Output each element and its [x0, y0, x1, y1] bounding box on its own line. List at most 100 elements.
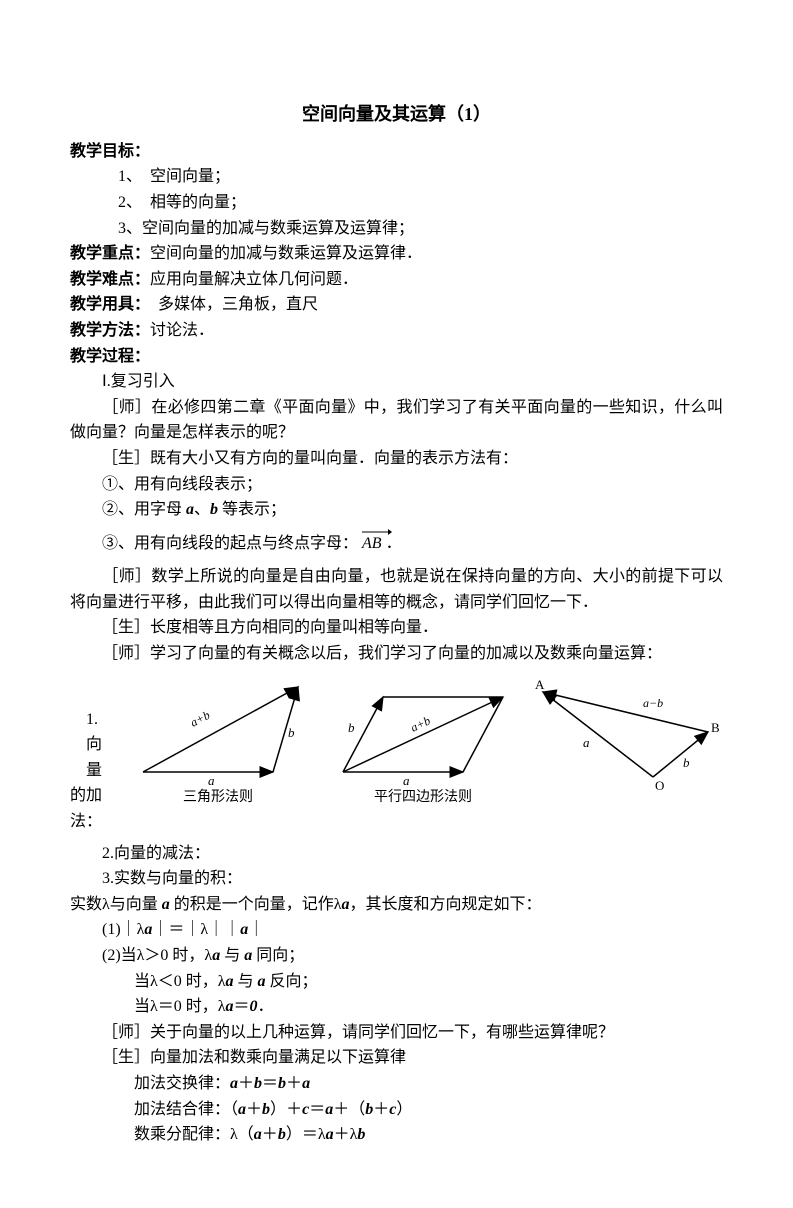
student-equal: ［生］长度相等且方向相同的向量叫相等向量． — [70, 615, 723, 641]
vector-a: a — [240, 921, 248, 938]
page-title: 空间向量及其运算（1） — [70, 100, 723, 129]
teacher-ops: ［师］学习了向量的有关概念以后，我们学习了向量的加减以及数乘向量运算： — [70, 641, 723, 667]
objectives-block: 教学目标： 1、 空间向量； 2、 相等的向量； 3、空间向量的加减与数乘运算及… — [70, 139, 723, 241]
method-label: 教学方法： — [70, 322, 150, 339]
law-dist-label: 数乘分配律： — [134, 1126, 230, 1143]
rep3-a: ③、用有向线段的起点与终点字母： — [102, 535, 358, 552]
sr1b: ｜＝｜λ｜｜ — [152, 921, 240, 938]
scalar-intro-a: 实数λ与向量 — [70, 896, 162, 913]
law-associative: 加法结合律：（a＋b）＋c＝a＋（b＋c） — [70, 1097, 723, 1123]
method-row: 教学方法：讨论法． — [70, 318, 723, 344]
subtraction-label: 2.向量的减法： — [70, 841, 723, 867]
plus: ＋ — [238, 1075, 254, 1092]
va: a — [254, 1126, 262, 1143]
eq: ＝ — [262, 1075, 278, 1092]
lp: （ — [230, 1101, 238, 1118]
representation-2: ②、用字母 a、b 等表示； — [70, 497, 723, 523]
label-diff: a−b — [643, 696, 663, 710]
plus: ＋ — [246, 1101, 262, 1118]
rep3-end: ． — [386, 535, 402, 552]
label-sum: a+b — [188, 708, 212, 730]
law-commutative: 加法交换律：a＋b＝b＋a — [70, 1071, 723, 1097]
label-a: a — [403, 773, 410, 787]
lambda: λ — [350, 1126, 358, 1143]
student-laws-lead: ［生］向量加法和数乘向量满足以下运算律 — [70, 1045, 723, 1071]
objective-item: 1、 空间向量； — [70, 164, 723, 190]
label-a: a — [583, 735, 590, 750]
scalar-intro: 实数λ与向量 a 的积是一个向量，记作λa，其长度和方向规定如下： — [70, 892, 723, 918]
difficulty-text: 应用向量解决立体几何问题． — [150, 271, 358, 288]
vector-a: a — [342, 896, 350, 913]
sr2bc: 反向； — [266, 973, 318, 990]
keypoint-label: 教学重点： — [70, 245, 150, 262]
label-b: b — [348, 720, 355, 735]
lp: （ — [238, 1126, 254, 1143]
plus: ＋ — [334, 1126, 350, 1143]
objectives-label: 教学目标： — [70, 143, 150, 160]
vb: b — [357, 1126, 365, 1143]
lambda: λ — [230, 1126, 238, 1143]
rp: ） — [286, 1126, 302, 1143]
sr2cb: ＝ — [234, 998, 250, 1015]
rep2-a: ②、用字母 — [102, 501, 186, 518]
triangle-rule-figure: a b a+b 三角形法则 — [123, 677, 313, 809]
triangle-caption: 三角形法则 — [123, 787, 313, 809]
label-O: O — [655, 778, 664, 793]
vector-a: a — [244, 947, 252, 964]
label-A: A — [535, 677, 545, 692]
plus: ＋ — [262, 1126, 278, 1143]
objective-item: 2、 相等的向量； — [70, 190, 723, 216]
sr2bb: 与 — [234, 973, 258, 990]
parallelogram-caption: 平行四边形法则 — [323, 787, 523, 809]
teacher-intro-text: ［师］在必修四第二章《平面向量》中，我们学习了有关平面向量的一些知识，什么叫做向… — [70, 399, 723, 442]
method-text: 讨论法． — [150, 322, 214, 339]
tools-row: 教学用具： 多媒体，三角板，直尺 — [70, 292, 723, 318]
sr2ba: 当λ＜0 时，λ — [118, 973, 226, 990]
representation-3: ③、用有向线段的起点与终点字母： AB ． — [70, 529, 723, 557]
keypoint-row: 教学重点：空间向量的加减与数乘运算及运算律． — [70, 241, 723, 267]
law-comm-label: 加法交换律： — [134, 1075, 230, 1092]
rep2-b: 、 — [194, 501, 210, 518]
label-b: b — [683, 755, 690, 770]
difficulty-row: 教学难点：应用向量解决立体几何问题． — [70, 267, 723, 293]
vector-zero: 0 — [250, 998, 258, 1015]
va: a — [302, 1075, 310, 1092]
teacher-laws: ［师］关于向量的以上几种运算，请同学们回忆一下，有哪些运算律呢？ — [70, 1020, 723, 1046]
page: 空间向量及其运算（1） 教学目标： 1、 空间向量； 2、 相等的向量； 3、空… — [0, 0, 793, 1208]
student-reply-lead: ［生］既有大小又有方向的量叫向量．向量的表示方法有： — [70, 446, 723, 472]
parallelogram-rule-figure: a b a+b 平行四边形法则 — [323, 677, 523, 809]
process-label: 教学过程： — [70, 344, 723, 370]
scalar-intro-c: ，其长度和方向规定如下： — [350, 896, 542, 913]
addition-figure-row: 1.向 量 的加法： a b a+b 三角形法则 — [70, 677, 723, 835]
sr2ac: 同向； — [252, 947, 304, 964]
lambda: λ — [318, 1126, 326, 1143]
triangle-svg: a b a+b — [123, 677, 313, 787]
keypoint-text: 空间向量的加减与数乘运算及运算律． — [150, 245, 422, 262]
vb: b — [254, 1075, 262, 1092]
teacher-ops-text: ［师］学习了向量的有关概念以后，我们学习了向量的加减以及数乘向量运算： — [102, 645, 662, 662]
plus: ＋ — [286, 1075, 302, 1092]
vb: b — [262, 1101, 270, 1118]
rep2-c: 等表示； — [218, 501, 286, 518]
vb: b — [278, 1075, 286, 1092]
scalar-rule-2c: 当λ＝0 时，λa＝0． — [70, 994, 723, 1020]
rp: ） — [396, 1101, 412, 1118]
addition-label-a: 1.向 量 — [70, 707, 113, 784]
plus: ＋ — [373, 1101, 389, 1118]
scalar-intro-b: 的积是一个向量，记作λ — [170, 896, 342, 913]
subtraction-svg: a b a−b O A B — [533, 677, 723, 797]
subtraction-figure: a b a−b O A B — [533, 677, 723, 797]
tools-label: 教学用具： — [70, 296, 142, 313]
vb: b — [278, 1126, 286, 1143]
teacher-free-text: ［师］数学上所说的向量是自由向量，也就是说在保持向量的方向、大小的前提下可以将向… — [70, 568, 723, 611]
vector-a: a — [212, 947, 220, 964]
teacher-intro: ［师］在必修四第二章《平面向量》中，我们学习了有关平面向量的一些知识，什么叫做向… — [70, 395, 723, 446]
vector-a: a — [226, 973, 234, 990]
rp: ） — [270, 1101, 286, 1118]
plus: ＋ — [333, 1101, 349, 1118]
representation-1: ①、用有向线段表示； — [70, 472, 723, 498]
vector-a: a — [258, 973, 266, 990]
scalar-rule-2a: (2)当λ＞0 时，λa 与 a 同向； — [70, 943, 723, 969]
eq: ＝ — [302, 1126, 318, 1143]
parallelogram-svg: a b a+b — [323, 677, 523, 787]
